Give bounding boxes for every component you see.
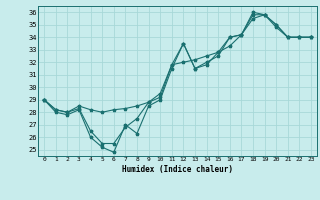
X-axis label: Humidex (Indice chaleur): Humidex (Indice chaleur) xyxy=(122,165,233,174)
